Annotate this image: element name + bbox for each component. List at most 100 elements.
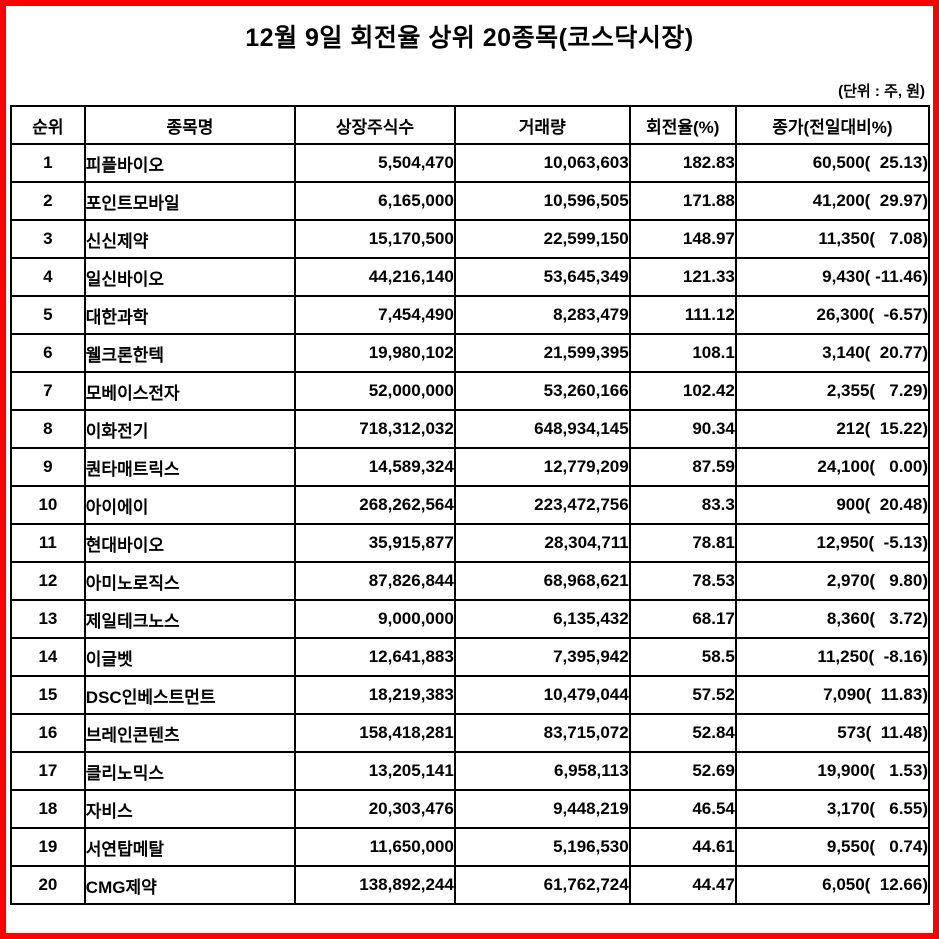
- turnover-rate-cell: 46.54: [628, 789, 737, 829]
- turnover-rate-cell: 57.52: [628, 675, 737, 715]
- trading-volume-cell: 22,599,150: [453, 219, 631, 259]
- stock-name-cell: 아미노로직스: [83, 561, 297, 601]
- rank-cell: 16: [10, 713, 86, 753]
- turnover-rate-cell: 182.83: [628, 143, 737, 183]
- trading-volume-cell: 7,395,942: [453, 637, 631, 677]
- table-row: 10 아이에이 268,262,564 223,472,756 83.3 900( 20.…: [10, 485, 931, 525]
- rank-cell: 2: [10, 181, 86, 221]
- table-row: 13 제일테크노스 9,000,000 6,135,432 68.17 8,360( 3.…: [10, 599, 931, 639]
- stock-name-cell: 클리노믹스: [83, 751, 297, 791]
- stock-table: 순위 종목명 상장주식수 거래량 회전율(%) 종가(전일대비%) 1 피플바이오…: [10, 105, 931, 905]
- closing-price-cell: 2,970( 9.80): [734, 561, 931, 601]
- table-row: 3 신신제약 15,170,500 22,599,150 148.97 11,350( 7…: [10, 219, 931, 259]
- table-row: 6 웰크론한텍 19,980,102 21,599,395 108.1 3,140( 20…: [10, 333, 931, 373]
- closing-price-cell: 12,950( -5.13): [734, 523, 931, 563]
- rank-cell: 4: [10, 257, 86, 297]
- closing-price-cell: 2,355( 7.29): [734, 371, 931, 411]
- rank-cell: 6: [10, 333, 86, 373]
- rank-cell: 1: [10, 143, 86, 183]
- listed-shares-cell: 268,262,564: [294, 485, 456, 525]
- closing-price-cell: 900( 20.48): [734, 485, 931, 525]
- table-row: 5 대한과학 7,454,490 8,283,479 111.12 26,300( -6.…: [10, 295, 931, 335]
- stock-name-cell: 웰크론한텍: [83, 333, 297, 373]
- turnover-rate-cell: 102.42: [628, 371, 737, 411]
- table-row: 18 자비스 20,303,476 9,448,219 46.54 3,170( 6.55…: [10, 789, 931, 829]
- trading-volume-cell: 12,779,209: [453, 447, 631, 487]
- header-turnover-rate: 회전율(%): [628, 105, 737, 145]
- stock-name-cell: 아이에이: [83, 485, 297, 525]
- table-row: 17 클리노믹스 13,205,141 6,958,113 52.69 19,900( 1…: [10, 751, 931, 791]
- turnover-rate-cell: 78.81: [628, 523, 737, 563]
- listed-shares-cell: 9,000,000: [294, 599, 456, 639]
- trading-volume-cell: 53,645,349: [453, 257, 631, 297]
- trading-volume-cell: 83,715,072: [453, 713, 631, 753]
- turnover-rate-cell: 83.3: [628, 485, 737, 525]
- table-row: 1 피플바이오 5,504,470 10,063,603 182.83 60,500( 2…: [10, 143, 931, 183]
- stock-name-cell: 이화전기: [83, 409, 297, 449]
- header-trading-volume: 거래량: [453, 105, 631, 145]
- stock-name-cell: 일신바이오: [83, 257, 297, 297]
- listed-shares-cell: 11,650,000: [294, 827, 456, 867]
- stock-name-cell: 자비스: [83, 789, 297, 829]
- rank-cell: 19: [10, 827, 86, 867]
- closing-price-cell: 3,140( 20.77): [734, 333, 931, 373]
- rank-cell: 10: [10, 485, 86, 525]
- trading-volume-cell: 28,304,711: [453, 523, 631, 563]
- turnover-rate-cell: 44.47: [628, 865, 737, 905]
- stock-name-cell: 포인트모바일: [83, 181, 297, 221]
- rank-cell: 15: [10, 675, 86, 715]
- closing-price-cell: 11,250( -8.16): [734, 637, 931, 677]
- turnover-rate-cell: 171.88: [628, 181, 737, 221]
- closing-price-cell: 26,300( -6.57): [734, 295, 931, 335]
- turnover-rate-cell: 44.61: [628, 827, 737, 867]
- stock-name-cell: 대한과학: [83, 295, 297, 335]
- trading-volume-cell: 5,196,530: [453, 827, 631, 867]
- closing-price-cell: 60,500( 25.13): [734, 143, 931, 183]
- trading-volume-cell: 223,472,756: [453, 485, 631, 525]
- table-row: 12 아미노로직스 87,826,844 68,968,621 78.53 2,970( …: [10, 561, 931, 601]
- listed-shares-cell: 7,454,490: [294, 295, 456, 335]
- header-closing-price: 종가(전일대비%): [734, 105, 931, 145]
- table-row: 8 이화전기 718,312,032 648,934,145 90.34 212( 15.…: [10, 409, 931, 449]
- stock-name-cell: 신신제약: [83, 219, 297, 259]
- table-row: 20 CMG제약 138,892,244 61,762,724 44.47 6,050( …: [10, 865, 931, 905]
- rank-cell: 14: [10, 637, 86, 677]
- trading-volume-cell: 10,596,505: [453, 181, 631, 221]
- table-row: 7 모베이스전자 52,000,000 53,260,166 102.42 2,355( …: [10, 371, 931, 411]
- trading-volume-cell: 8,283,479: [453, 295, 631, 335]
- trading-volume-cell: 10,479,044: [453, 675, 631, 715]
- stock-name-cell: 서연탑메탈: [83, 827, 297, 867]
- table-row: 16 브레인콘텐츠 158,418,281 83,715,072 52.84 573( 1…: [10, 713, 931, 753]
- stock-name-cell: 모베이스전자: [83, 371, 297, 411]
- listed-shares-cell: 14,589,324: [294, 447, 456, 487]
- header-stock-name: 종목명: [83, 105, 297, 145]
- turnover-rate-cell: 68.17: [628, 599, 737, 639]
- turnover-rate-cell: 121.33: [628, 257, 737, 297]
- stock-name-cell: DSC인베스트먼트: [83, 675, 297, 715]
- listed-shares-cell: 6,165,000: [294, 181, 456, 221]
- page-title: 12월 9일 회전율 상위 20종목(코스닥시장): [245, 24, 694, 52]
- table-row: 19 서연탑메탈 11,650,000 5,196,530 44.61 9,550( 0.…: [10, 827, 931, 867]
- closing-price-cell: 3,170( 6.55): [734, 789, 931, 829]
- closing-price-cell: 9,430( -11.46): [734, 257, 931, 297]
- rank-cell: 20: [10, 865, 86, 905]
- closing-price-cell: 6,050( 12.66): [734, 865, 931, 905]
- turnover-rate-cell: 87.59: [628, 447, 737, 487]
- turnover-rate-cell: 52.84: [628, 713, 737, 753]
- listed-shares-cell: 44,216,140: [294, 257, 456, 297]
- closing-price-cell: 41,200( 29.97): [734, 181, 931, 221]
- turnover-rate-cell: 111.12: [628, 295, 737, 335]
- stock-name-cell: CMG제약: [83, 865, 297, 905]
- listed-shares-cell: 718,312,032: [294, 409, 456, 449]
- trading-volume-cell: 6,958,113: [453, 751, 631, 791]
- trading-volume-cell: 9,448,219: [453, 789, 631, 829]
- header-rank: 순위: [10, 105, 86, 145]
- listed-shares-cell: 158,418,281: [294, 713, 456, 753]
- turnover-rate-cell: 78.53: [628, 561, 737, 601]
- trading-volume-cell: 53,260,166: [453, 371, 631, 411]
- stock-table-body: 1 피플바이오 5,504,470 10,063,603 182.83 60,500( 2…: [10, 143, 931, 905]
- rank-cell: 11: [10, 523, 86, 563]
- rank-cell: 12: [10, 561, 86, 601]
- rank-cell: 3: [10, 219, 86, 259]
